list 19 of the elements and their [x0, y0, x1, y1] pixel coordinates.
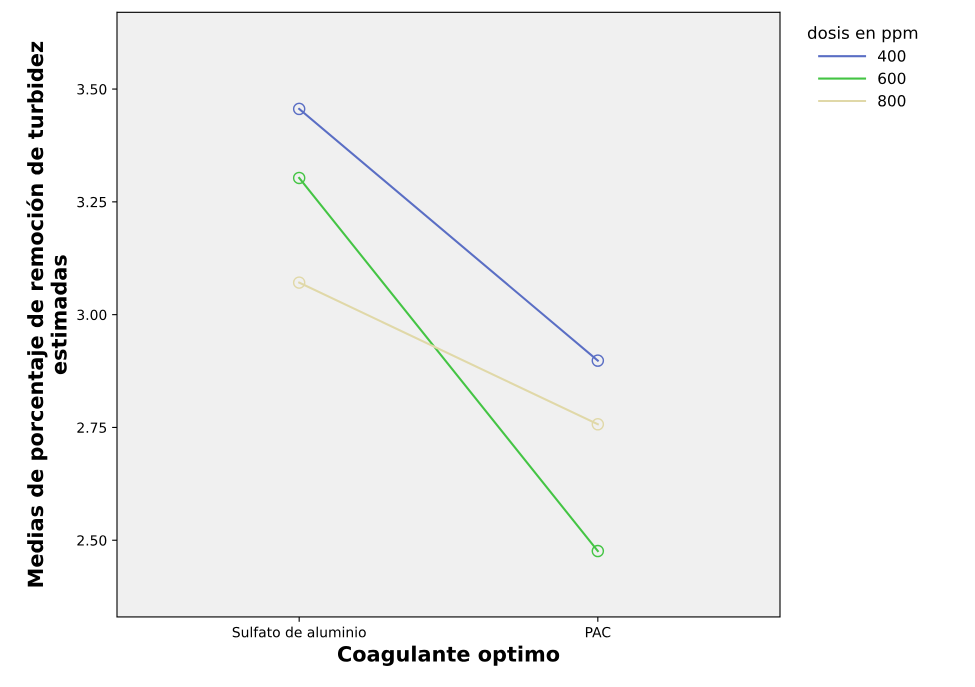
- point: [292, 172, 306, 184]
- point: [292, 276, 306, 289]
- legend-label: 600: [878, 72, 906, 84]
- point: [292, 102, 306, 116]
- y-tick-label: 2.75: [77, 422, 106, 433]
- point: [592, 418, 604, 431]
- x-tick-label: Sulfato de aluminio: [232, 626, 366, 638]
- legend-label: 800: [878, 95, 906, 107]
- point: [592, 354, 604, 367]
- legend-title: dosis en ppm: [808, 26, 918, 42]
- y-tick-label: 3.50: [77, 84, 106, 95]
- y-tick-label: 3.00: [77, 310, 106, 320]
- x-axis-title: Coagulante optimo: [338, 646, 560, 666]
- y-axis-title: Medias de porcentaje de remoción de turbidez estimadas: [26, 42, 67, 586]
- x-tick-label: PAC: [586, 626, 610, 638]
- y-tick-label: 3.25: [77, 196, 106, 208]
- point: [592, 544, 604, 558]
- legend-label: 400: [878, 50, 906, 62]
- y-tick-label: 2.50: [77, 535, 106, 546]
